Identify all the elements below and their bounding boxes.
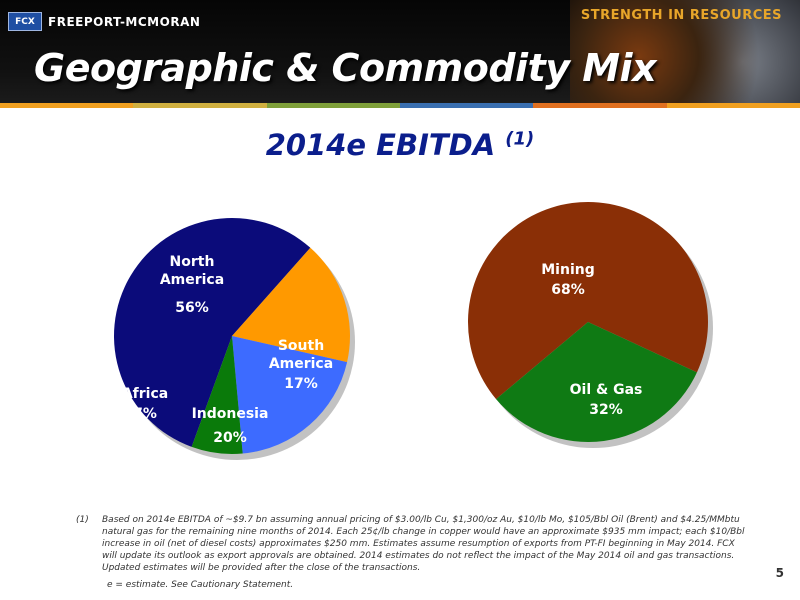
slice-percent: 17% bbox=[284, 376, 318, 392]
slice-label: South bbox=[278, 338, 324, 354]
header-banner: FCX FREEPORT-MCMORAN STRENGTH IN RESOURC… bbox=[0, 0, 800, 103]
stripe-segment bbox=[266, 103, 400, 108]
logo-mark: FCX bbox=[8, 12, 42, 31]
company-logo: FCX FREEPORT-MCMORAN bbox=[8, 12, 200, 31]
estimate-note: e = estimate. See Cautionary Statement. bbox=[107, 580, 294, 590]
pie-slice-south-america bbox=[232, 247, 350, 363]
page-number: 5 bbox=[775, 566, 784, 580]
slice-label: Oil & Gas bbox=[570, 382, 643, 398]
slice-label: Indonesia bbox=[192, 406, 269, 422]
slice-percent: 32% bbox=[589, 402, 623, 418]
tagline: STRENGTH IN RESOURCES bbox=[580, 8, 782, 23]
slice-label: Africa bbox=[122, 386, 168, 402]
slide-title: Geographic & Commodity Mix bbox=[34, 46, 657, 90]
stripe-segment bbox=[666, 103, 800, 108]
stripe-segment bbox=[533, 103, 667, 108]
stripe-segment bbox=[399, 103, 534, 108]
slice-label: North bbox=[170, 254, 215, 270]
pie-slice-north-america bbox=[114, 218, 311, 447]
slice-percent: 20% bbox=[213, 430, 247, 446]
slice-percent: 7% bbox=[133, 406, 157, 422]
subtitle-note-ref: (1) bbox=[505, 128, 535, 150]
footnote-number: (1) bbox=[76, 515, 89, 525]
stripe-segment bbox=[0, 103, 134, 108]
footnote-text: Based on 2014e EBITDA of ~$9.7 bn assumi… bbox=[102, 515, 745, 573]
pie-slice-africa bbox=[191, 336, 243, 454]
pie-slice-indonesia bbox=[232, 336, 348, 454]
slice-label: America bbox=[269, 356, 333, 372]
header-stripe bbox=[0, 103, 800, 108]
footnote: (1) Based on 2014e EBITDA of ~$9.7 bn as… bbox=[76, 514, 746, 574]
slice-label: Mining bbox=[541, 262, 594, 278]
slice-label: America bbox=[160, 272, 224, 288]
slice-percent: 68% bbox=[551, 282, 585, 298]
company-name: FREEPORT-MCMORAN bbox=[48, 14, 201, 29]
stripe-segment bbox=[133, 103, 267, 108]
slice-percent: 56% bbox=[175, 300, 209, 316]
banner-artwork bbox=[570, 0, 800, 103]
subtitle-text: 2014e EBITDA bbox=[265, 128, 496, 162]
chart-subtitle: 2014e EBITDA (1) bbox=[0, 128, 800, 162]
pie-slice-oil-gas bbox=[496, 322, 697, 442]
pie-slice-mining bbox=[468, 202, 708, 400]
